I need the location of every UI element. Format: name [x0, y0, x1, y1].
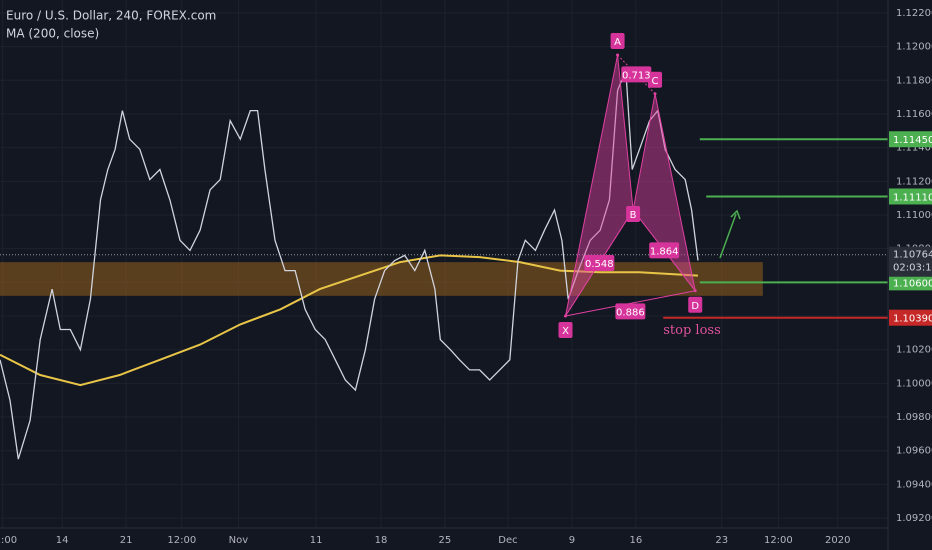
y-tick-label: 1.12000 [896, 42, 932, 53]
arrow [719, 213, 737, 259]
x-tick-label: 9 [569, 535, 575, 546]
current-price-badge [889, 246, 932, 277]
pattern-badge [626, 205, 641, 222]
y-tick-label: 1.09800 [896, 412, 932, 423]
x-tick-label: 12:00 [764, 535, 793, 546]
pattern-badge [621, 66, 652, 83]
pattern-label: B [630, 210, 637, 221]
x-tick-label: 12:00 [0, 535, 17, 546]
pattern-badge [558, 322, 573, 339]
y-tick-label: 1.09200 [896, 513, 932, 524]
y-tick-label: 1.11400 [896, 143, 932, 154]
plot-area: X A B C D 0.548 0.713 1.864 0.886 stop loss [0, 33, 888, 460]
price-line [0, 69, 699, 460]
pattern-badge [610, 33, 625, 50]
price-badge [889, 188, 932, 205]
pattern-label: 0.548 [585, 259, 614, 270]
x-tick-label: 21 [120, 535, 133, 546]
pattern-badge [649, 242, 680, 259]
pattern-point [616, 53, 620, 57]
x-tick-label: Nov [229, 535, 249, 546]
x-tick-label: 11 [310, 535, 323, 546]
y-tick-label: 1.11800 [896, 75, 932, 86]
x-tick-label: 25 [439, 535, 452, 546]
moving-average-line [0, 254, 699, 387]
pattern-point [564, 314, 568, 318]
pattern-badge [648, 71, 663, 88]
x-tick-label: 23 [715, 535, 728, 546]
pattern-label: X [562, 326, 569, 337]
x-tick-label: 14 [56, 535, 69, 546]
y-tick-label: 1.11600 [896, 109, 932, 120]
pattern-badge [615, 303, 646, 320]
price-badge-label: 1.10390 [893, 314, 932, 325]
price-badge-label: 1.11110 [893, 192, 932, 203]
pattern-label: 0.886 [616, 307, 645, 318]
pattern-badge [584, 254, 615, 271]
countdown-label: 02:03:15 [893, 263, 932, 274]
price-badge-label: 1.11450 [893, 135, 932, 146]
y-tick-label: 1.09400 [896, 479, 932, 490]
chart-title: Euro / U.S. Dollar, 240, FOREX.com [6, 9, 216, 23]
annotation: stop loss [663, 323, 721, 338]
x-tick-label: 2020 [825, 535, 850, 546]
pattern-badge [688, 296, 703, 313]
price-badge [889, 309, 932, 326]
y-tick-label: 1.11000 [896, 210, 932, 221]
price-badge [889, 131, 932, 148]
y-tick-label: 1.09600 [896, 446, 932, 457]
pattern-leg [632, 209, 696, 292]
x-tick-label: 16 [629, 535, 642, 546]
pattern-label: A [614, 37, 621, 48]
current-price-label: 1.10764 [893, 250, 932, 261]
indicator-legend: MA (200, close) [6, 27, 99, 41]
price-badge-label: 1.10600 [893, 278, 932, 289]
y-tick-label: 1.10000 [896, 378, 932, 389]
axes: 1.12200 1.12000 1.11800 1.11600 1.11400 1.112… [0, 8, 932, 546]
price-badge [889, 274, 932, 291]
pattern-leg [565, 209, 634, 317]
pattern-label: C [652, 76, 659, 87]
x-tick-label: Dec [498, 535, 517, 546]
pattern-point [653, 92, 657, 96]
y-tick-label: 1.12200 [896, 8, 932, 19]
arrow-head [730, 209, 741, 220]
pattern-point [693, 289, 697, 293]
pattern-label: 0.713 [622, 70, 651, 81]
y-tick-label: 1.10200 [896, 345, 932, 356]
x-tick-label: 12:00 [167, 535, 196, 546]
pattern-label: D [691, 301, 699, 312]
x-tick-label: 18 [375, 535, 388, 546]
y-tick-label: 1.11200 [896, 176, 932, 187]
pattern-label: 1.864 [650, 246, 679, 257]
